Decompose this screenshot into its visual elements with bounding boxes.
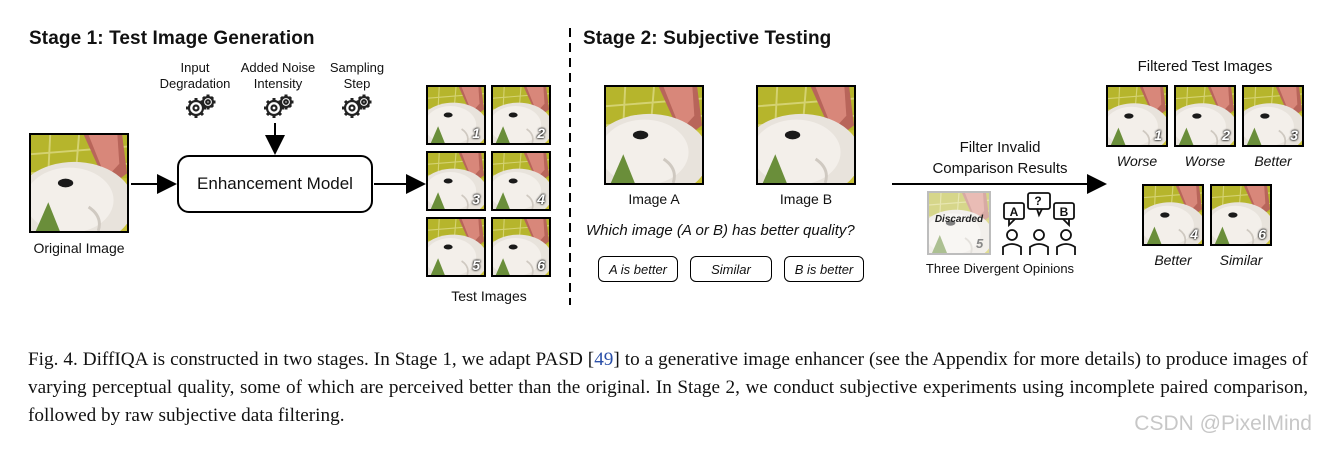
filtered-image: 1 <box>1106 85 1168 147</box>
filtered-verdict: Better <box>1154 252 1192 268</box>
filter-label: Filter Invalid Comparison Results <box>932 139 1068 177</box>
filtered-title: Filtered Test Images <box>1137 58 1273 75</box>
figure-caption: Fig. 4. DiffIQA is constructed in two st… <box>28 346 1308 430</box>
opinions-label: Three Divergent Opinions <box>925 261 1075 276</box>
opinion-bubble-b: B <box>1059 205 1069 219</box>
test-image-number: 3 <box>472 191 480 207</box>
caption-prefix: Fig. 4. DiffIQA is constructed in two st… <box>28 349 595 370</box>
enhancement-model-label: Enhancement Model <box>197 174 353 193</box>
param-sampling-step: Sampling Step <box>329 60 385 91</box>
test-images-label: Test Images <box>451 288 527 304</box>
test-image: 5 <box>426 217 486 277</box>
filtered-image-number: 2 <box>1222 127 1230 143</box>
comparison-question: Which image (A or B) has better quality? <box>586 222 855 239</box>
test-image-number: 6 <box>537 257 545 273</box>
test-image: 6 <box>491 217 551 277</box>
original-image <box>29 133 129 233</box>
param-noise-intensity: Added Noise Intensity <box>240 60 316 91</box>
option-a-better: A is better <box>598 256 678 282</box>
divergent-opinions-icon <box>1002 192 1076 255</box>
test-image-number: 2 <box>537 125 545 141</box>
watermark: CSDN @PixelMind <box>1134 412 1312 435</box>
stage1-arrows <box>131 28 1107 305</box>
test-image: 2 <box>491 85 551 145</box>
opinion-bubble-question: ? <box>1034 194 1042 208</box>
image-a-label: Image A <box>628 191 680 207</box>
filtered-image-number: 1 <box>1154 127 1162 143</box>
discarded-image <box>927 191 991 255</box>
option-b-better: B is better <box>784 256 864 282</box>
filtered-verdict: Better <box>1254 153 1292 169</box>
test-image: 4 <box>491 151 551 211</box>
param-input-degradation: Input Degradation <box>159 60 231 91</box>
filtered-image-number: 4 <box>1190 226 1198 242</box>
discarded-number: 5 <box>976 236 984 251</box>
discarded-label: Discarded <box>934 214 984 225</box>
image-b-label: Image B <box>779 191 833 207</box>
filtered-image: 6 <box>1210 184 1272 246</box>
opinion-bubble-a: A <box>1009 205 1019 219</box>
enhancement-model-box: Enhancement Model <box>177 155 373 213</box>
caption-reference-link[interactable]: 49 <box>594 349 614 370</box>
filtered-verdict: Worse <box>1184 153 1226 169</box>
filtered-image: 2 <box>1174 85 1236 147</box>
stage2-title: Stage 2: Subjective Testing <box>583 28 832 49</box>
test-image-number: 1 <box>472 125 480 141</box>
original-image-label: Original Image <box>33 240 125 256</box>
filtered-image-number: 3 <box>1290 127 1298 143</box>
filtered-image: 4 <box>1142 184 1204 246</box>
filtered-image-number: 6 <box>1258 226 1266 242</box>
image-a <box>604 85 704 185</box>
filtered-image: 3 <box>1242 85 1304 147</box>
option-similar: Similar <box>690 256 772 282</box>
filtered-verdict: Worse <box>1116 153 1158 169</box>
test-image-number: 4 <box>537 191 545 207</box>
test-image-number: 5 <box>472 257 480 273</box>
test-image: 1 <box>426 85 486 145</box>
stage1-title: Stage 1: Test Image Generation <box>29 28 315 49</box>
image-b <box>756 85 856 185</box>
caption-suffix: ] to a generative image enhancer (see th… <box>28 349 1308 426</box>
test-image: 3 <box>426 151 486 211</box>
filtered-verdict: Similar <box>1219 252 1263 268</box>
